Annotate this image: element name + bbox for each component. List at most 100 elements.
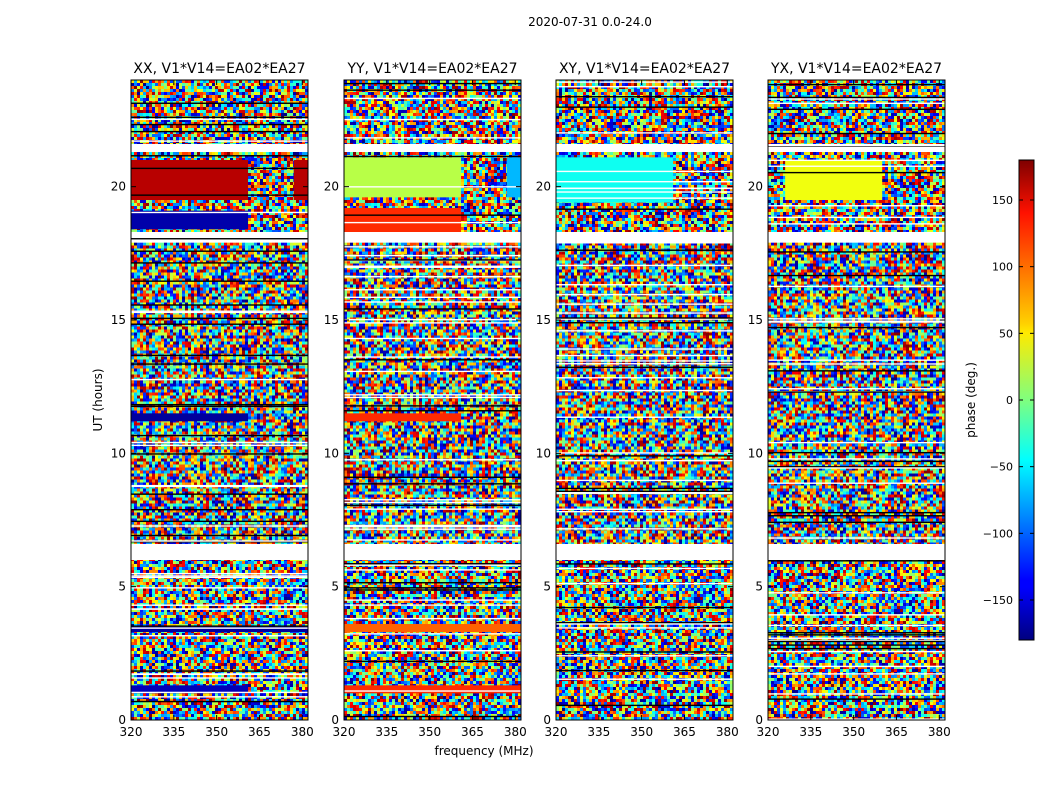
time-gap-line: [344, 322, 521, 324]
time-gap-line: [131, 123, 308, 126]
time-gap-line: [131, 250, 308, 252]
time-gap-line: [768, 285, 945, 288]
flagged-range: [344, 544, 521, 560]
time-gap-line: [768, 321, 945, 323]
time-gap-line: [556, 563, 733, 565]
time-gap-line: [556, 416, 733, 418]
x-tick-label: 380: [928, 725, 951, 739]
colorbar-tick-label: 50: [999, 327, 1013, 340]
flagged-range: [768, 144, 945, 152]
time-gap-line: [131, 691, 308, 694]
y-tick-label: 20: [111, 180, 126, 194]
time-gap-line: [131, 403, 308, 406]
time-gap-line: [131, 493, 308, 495]
colorbar-tick-label: 100: [992, 261, 1013, 274]
time-gap-line: [768, 614, 945, 616]
time-gap-line: [768, 560, 945, 562]
time-gap-line: [768, 363, 945, 365]
time-gap-line: [131, 405, 308, 408]
phase-feature: [344, 413, 462, 422]
time-gap-line: [768, 370, 945, 372]
time-gap-line: [556, 655, 733, 657]
time-gap-line: [556, 669, 733, 672]
y-tick-label: 0: [755, 713, 763, 727]
phase-feature: [344, 157, 462, 198]
flagged-range: [556, 544, 733, 560]
time-gap-line: [131, 323, 308, 325]
time-gap-line: [768, 458, 945, 460]
time-gap-line: [556, 582, 733, 585]
time-gap-line: [768, 159, 945, 162]
x-tick-label: 350: [418, 725, 441, 739]
time-gap-line: [768, 511, 945, 514]
x-tick-label: 320: [757, 725, 780, 739]
time-gap-line: [344, 82, 521, 85]
time-gap-line: [344, 589, 521, 591]
time-gap-line: [131, 130, 308, 133]
time-gap-line: [344, 186, 521, 188]
y-tick-label: 5: [755, 580, 763, 594]
time-gap-line: [131, 520, 308, 523]
time-gap-line: [131, 534, 308, 537]
flagged-range: [344, 232, 521, 243]
time-gap-line: [768, 223, 945, 225]
x-tick-label: 380: [716, 725, 739, 739]
time-gap-line: [344, 501, 521, 504]
time-gap-line: [768, 624, 945, 627]
y-axis-label: UT (hours): [91, 368, 105, 431]
time-gap-line: [768, 441, 945, 444]
time-gap-line: [556, 354, 733, 357]
colorbar-tick-label: −100: [983, 527, 1013, 540]
time-gap-line: [344, 276, 521, 278]
time-gap-line: [556, 363, 733, 365]
time-gap-line: [556, 170, 733, 173]
time-gap-line: [131, 485, 308, 488]
time-gap-line: [344, 476, 521, 478]
time-gap-line: [131, 572, 308, 575]
panels: XX, V1*V14=EA02*EA27 320 335 350 365 380 0 5 10 1…: [111, 61, 951, 739]
time-gap-line: [768, 637, 945, 639]
time-gap-line: [768, 359, 945, 361]
time-gap-line: [556, 366, 733, 369]
time-gap-line: [344, 155, 521, 158]
time-gap-line: [131, 304, 308, 306]
time-gap-line: [556, 479, 733, 482]
time-gap-line: [556, 284, 733, 286]
phase-feature: [131, 626, 308, 632]
time-gap-line: [344, 569, 521, 571]
x-tick-label: 320: [545, 725, 568, 739]
time-gap-line: [768, 96, 945, 99]
time-gap-line: [768, 274, 945, 277]
time-gap-line: [344, 246, 521, 248]
time-gap-line: [131, 363, 308, 365]
time-gap-line: [768, 521, 945, 524]
time-gap-line: [344, 118, 521, 121]
time-gap-line: [556, 348, 733, 350]
time-gap-line: [131, 378, 308, 381]
time-gap-line: [556, 208, 733, 210]
time-gap-line: [344, 396, 521, 399]
phase-feature: [344, 624, 521, 632]
time-gap-line: [344, 564, 521, 566]
x-tick-label: 365: [673, 725, 696, 739]
colorbar: 150 100 50 0 −50 −100 −150 phase (deg.): [964, 159, 1035, 641]
time-gap-line: [344, 266, 521, 268]
time-gap-line: [344, 524, 521, 527]
time-gap-line: [556, 678, 733, 680]
time-gap-line: [768, 634, 945, 636]
time-gap-line: [556, 106, 733, 108]
time-gap-line: [344, 356, 521, 358]
time-gap-line: [344, 660, 521, 663]
time-gap-line: [344, 337, 521, 340]
x-tick-label: 365: [885, 725, 908, 739]
time-gap-line: [344, 405, 521, 407]
time-gap-line: [556, 242, 733, 244]
time-gap-line: [556, 549, 733, 552]
time-gap-line: [344, 483, 521, 485]
time-gap-line: [344, 359, 521, 361]
time-gap-line: [131, 441, 308, 444]
y-tick-label: 20: [536, 180, 551, 194]
time-gap-line: [768, 83, 945, 86]
y-tick-label: 5: [118, 580, 126, 594]
time-gap-line: [131, 311, 308, 314]
